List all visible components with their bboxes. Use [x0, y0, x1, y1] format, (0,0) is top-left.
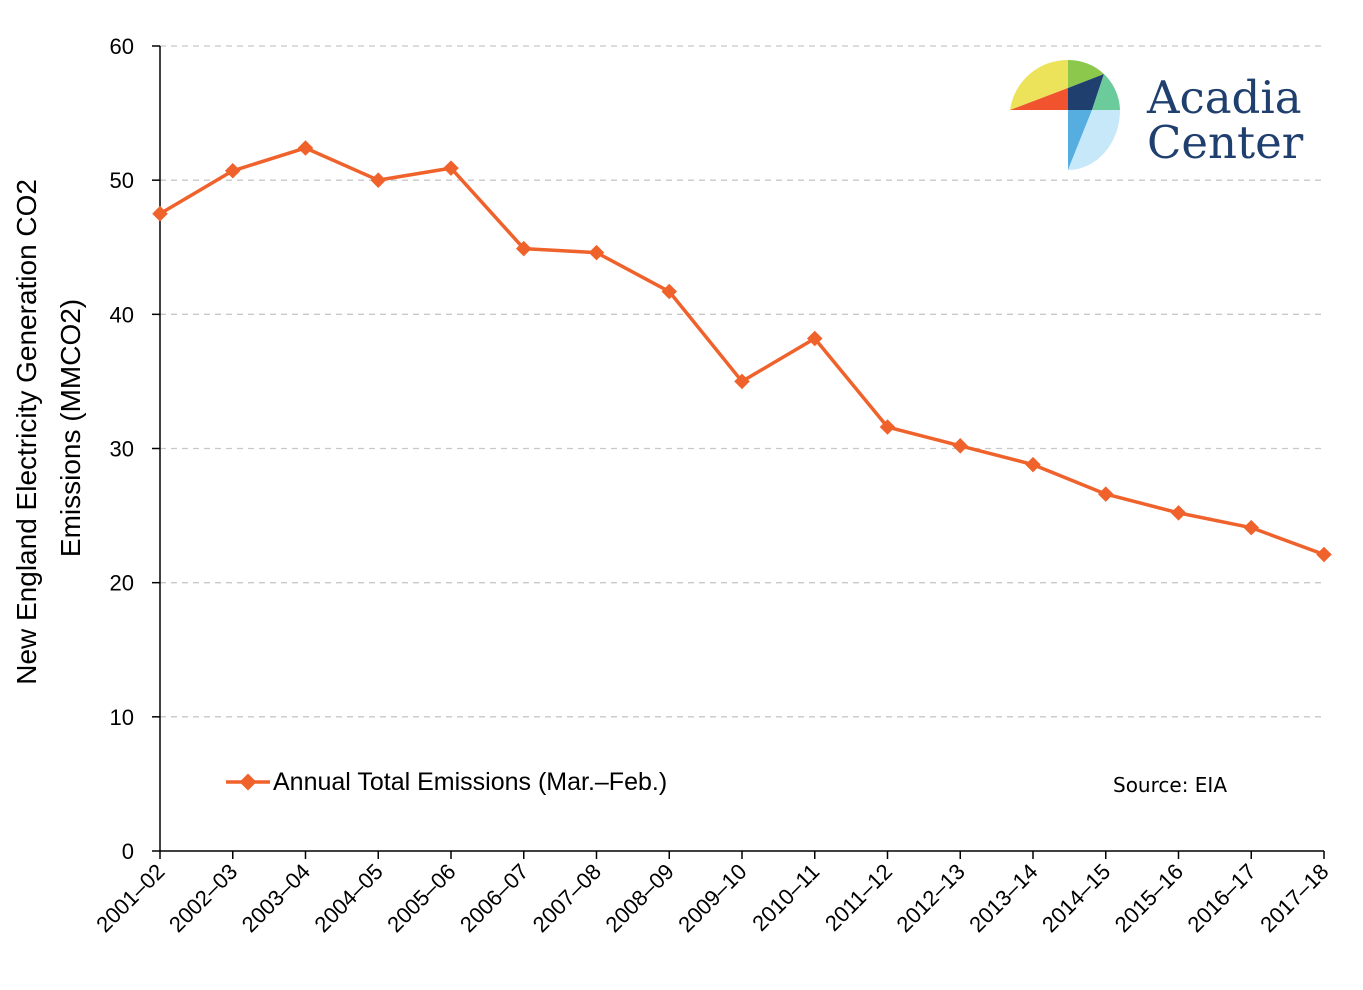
y-axis-title-line1: New England Electricity Generation CO2: [11, 179, 42, 685]
y-tick-label: 10: [110, 705, 134, 730]
y-tick-label: 20: [110, 571, 134, 596]
series-annual-total-emissions: [152, 140, 1332, 563]
x-tick-label: 2001–02: [91, 859, 169, 937]
y-tick-labels: 0 10 20 30 40 50 60: [110, 34, 134, 864]
data-point: [515, 240, 532, 257]
legend-marker-swatch: [239, 773, 257, 791]
legend-label: Annual Total Emissions (Mar.–Feb.): [273, 768, 667, 796]
gridlines: [152, 45, 1324, 852]
x-tick-label: 2017–18: [1255, 859, 1333, 937]
data-point: [952, 438, 969, 454]
acadia-center-logo: Acadia Center: [1010, 59, 1304, 170]
y-tick-label: 30: [110, 437, 134, 462]
x-tick-label: 2005–06: [382, 859, 460, 937]
y-axis-title: New England Electricity Generation CO2 E…: [11, 171, 86, 685]
data-point: [1025, 456, 1041, 473]
x-tick-label: 2003–04: [237, 859, 315, 937]
data-point: [297, 140, 314, 156]
data-point: [1170, 505, 1187, 521]
x-tick-label: 2012–13: [892, 859, 970, 937]
y-tick-label: 40: [110, 302, 134, 327]
x-tick-label: 2011–12: [820, 859, 897, 936]
y-axis-title-line2: Emissions (MMCO2): [55, 299, 86, 557]
data-point: [443, 160, 459, 176]
y-tick-label: 50: [110, 168, 134, 193]
x-tick-label: 2009–10: [673, 859, 751, 937]
x-tick-label: 2004–05: [310, 859, 388, 937]
logo-text-center: Center: [1147, 116, 1304, 169]
x-tick-label: 2010–11: [747, 859, 824, 936]
x-tick-label: 2002–03: [164, 859, 242, 937]
acadia-logo-mark-icon: [1010, 59, 1120, 170]
x-tick-label: 2015–16: [1110, 859, 1188, 937]
legend: Annual Total Emissions (Mar.–Feb.): [226, 768, 667, 796]
data-point: [588, 244, 605, 261]
series-line: [159, 146, 1325, 557]
data-point: [1097, 486, 1114, 502]
source-annotation: Source: EIA: [1113, 773, 1227, 797]
data-point: [1316, 546, 1332, 563]
data-point: [152, 205, 168, 222]
x-tick-label: 2016–17: [1183, 859, 1261, 937]
data-point: [370, 172, 387, 188]
x-tick-label: 2014–15: [1037, 859, 1115, 937]
x-tick-label: 2008–09: [601, 859, 679, 937]
data-point: [224, 162, 241, 179]
data-point: [1243, 519, 1260, 536]
y-tick-label: 0: [122, 839, 134, 864]
x-tick-label: 2013–14: [964, 859, 1042, 937]
x-tick-label: 2007–08: [528, 859, 606, 937]
y-tick-label: 60: [110, 34, 134, 59]
logo-text-acadia: Acadia: [1146, 71, 1302, 124]
x-tick-labels: 2001–022002–032003–042004–052005–062006–…: [91, 851, 1334, 937]
x-tick-label: 2006–07: [455, 859, 533, 937]
